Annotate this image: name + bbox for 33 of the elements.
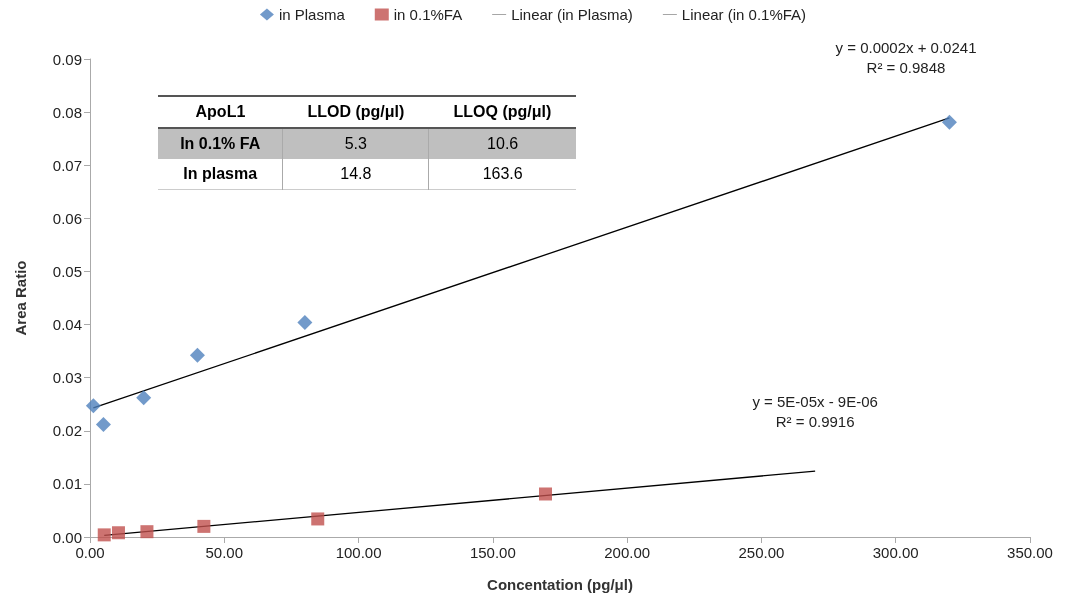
x-tick-label: 150.00 [469, 544, 516, 561]
y-tick-label: 0.08 [52, 103, 82, 121]
x-axis-title: Concentation (pg/μl) [487, 576, 633, 593]
text: ApoL1 [194, 102, 247, 122]
category-label: LLOQ (pg/μl) [452, 102, 553, 122]
shaded-row: In 0.1% FA 5.3 10.6 [158, 128, 576, 159]
y-tick-label: 0.03 [52, 369, 82, 387]
y-tick-label: 0.06 [52, 209, 82, 227]
annotation: y = 0.0002x + 0.0241 R² = 0.9848 [835, 39, 977, 77]
x-tick-label: 50.00 [205, 544, 244, 561]
x-tick-label: 350.00 [1007, 544, 1053, 561]
y-tick-label: 0.01 [52, 475, 82, 493]
y-tick-label: 0.09 [52, 50, 82, 68]
x-tick-label: 300.00 [872, 544, 919, 561]
y-tick-label: 0.04 [52, 316, 82, 334]
category-label: LLOD (pg/μl) [306, 102, 406, 122]
x-tick-label: 200.00 [604, 544, 651, 561]
y-tick-label: 0.07 [52, 156, 82, 174]
text: 14.8 [340, 165, 372, 182]
legend-label: in 0.1%FA [393, 6, 463, 23]
y-tick-label: 0.02 [52, 422, 82, 440]
category-label: In plasma [183, 165, 258, 182]
legend-label: in Plasma [278, 6, 346, 23]
x-tick-label: 100.00 [335, 544, 382, 561]
y-axis-title: Area Ratio [12, 260, 29, 336]
annotation: y = 5E-05x - 9E-06 R² = 0.9916 [752, 392, 878, 430]
x-tick-label: 0.00 [75, 544, 105, 561]
x-tick-label: 250.00 [738, 544, 785, 561]
text: 163.6 [482, 165, 523, 182]
legend-label: Linear (in 0.1%FA) [681, 6, 807, 23]
y-tick-label: 0.05 [52, 262, 82, 280]
y-tick-label: 0.00 [52, 528, 82, 546]
legend-label: Linear (in Plasma) [511, 6, 633, 23]
